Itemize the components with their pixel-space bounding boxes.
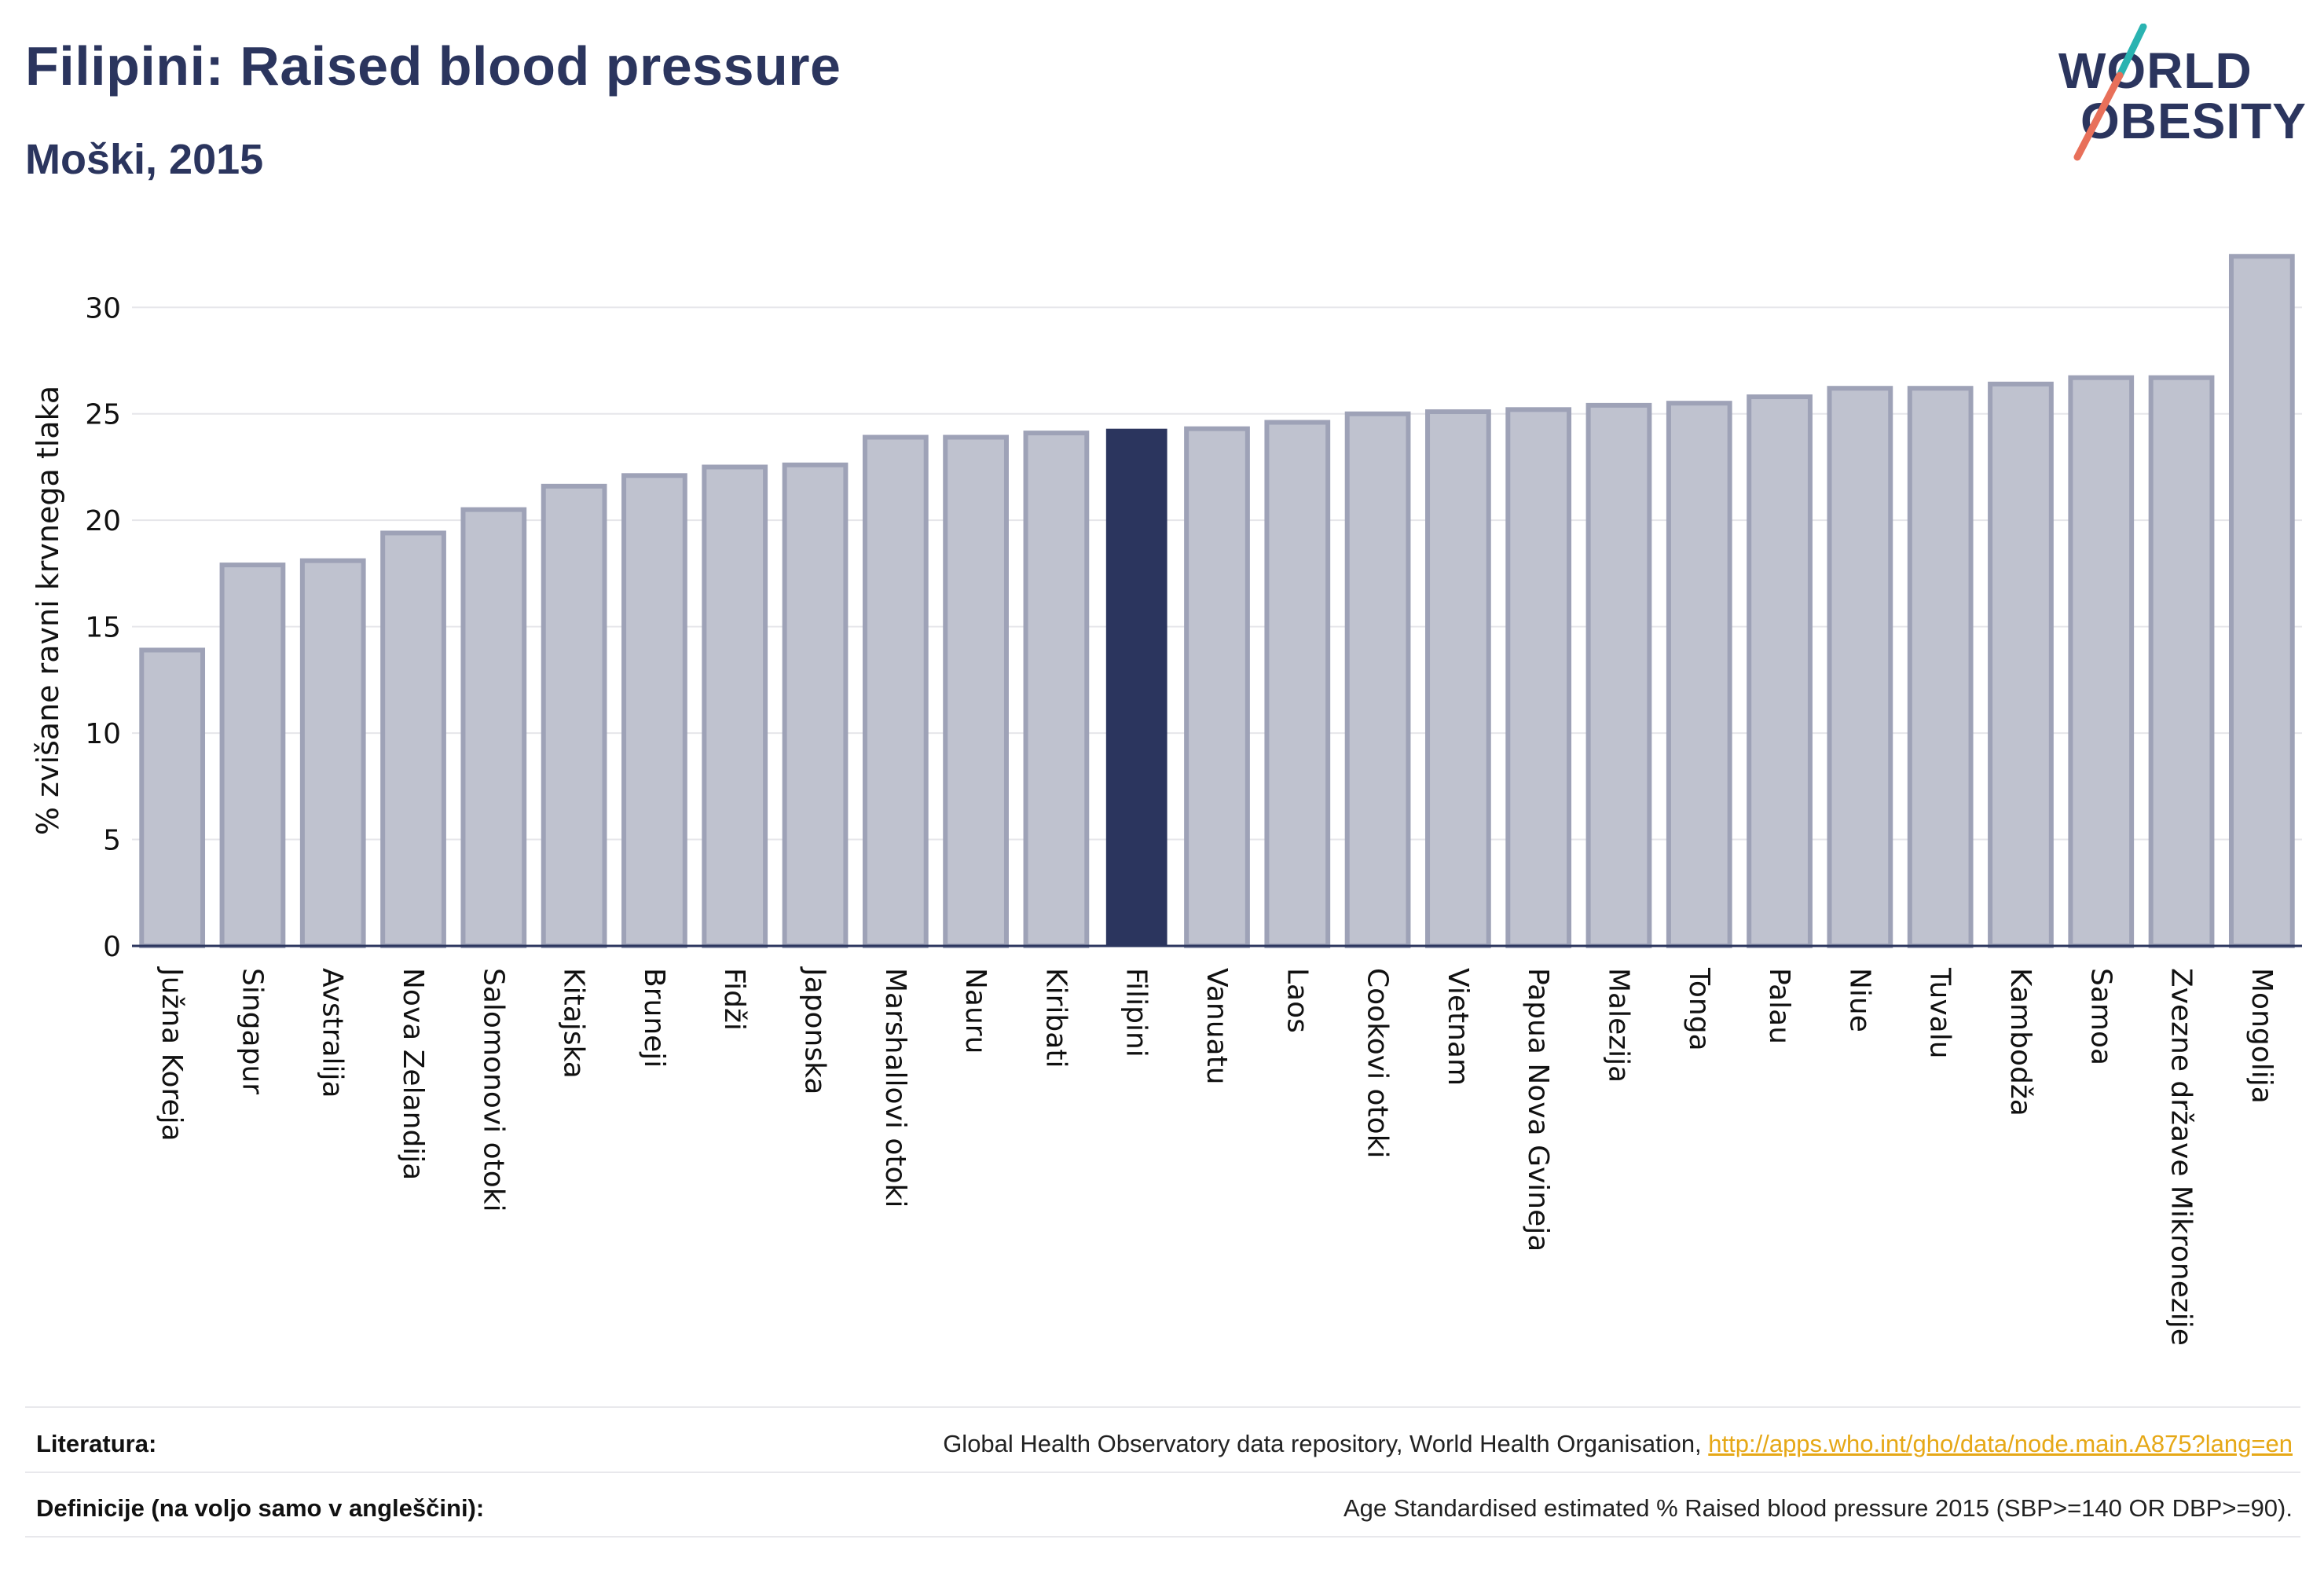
y-tick-label: 0 <box>103 931 121 963</box>
bar-salomonovi-otoki <box>460 507 527 948</box>
x-tick-label: Avstralija <box>317 968 349 1098</box>
y-tick-label: 20 <box>85 505 121 537</box>
bar-chart: 0 5 10 15 20 25 30 Južna Koreja Singapur Avstrali… <box>31 254 2302 1346</box>
bar-kitajska <box>541 483 607 948</box>
definitions-value: Age Standardised estimated % Raised bloo… <box>1343 1494 2293 1522</box>
bar-vanuatu <box>1184 426 1250 948</box>
bar-cookovi-otoki <box>1344 411 1411 948</box>
world-obesity-logo: WORLD OBESITY <box>2051 24 2310 165</box>
literature-link[interactable]: http://apps.who.int/gho/data/node.main.A… <box>1708 1430 2293 1457</box>
y-tick-label: 25 <box>85 399 121 431</box>
bars <box>139 254 2295 949</box>
x-tick-label: Kitajska <box>558 968 590 1079</box>
bar-mongolija <box>2228 254 2295 949</box>
bar-fidži <box>702 464 768 948</box>
bar-malezija <box>1585 402 1652 948</box>
bar-marshallovi-otoki <box>862 434 929 948</box>
bar-singapur <box>219 563 286 949</box>
bar-filipini <box>1105 428 1167 946</box>
y-tick-label: 30 <box>85 292 121 324</box>
bar-tuvalu <box>1907 386 1974 948</box>
bar-laos <box>1264 420 1331 948</box>
bar-niue <box>1827 386 1893 948</box>
page-subtitle: Moški, 2015 <box>25 136 264 183</box>
y-tick-label: 15 <box>85 612 121 644</box>
bar-nauru <box>943 434 1009 948</box>
literature-value: Global Health Observatory data repositor… <box>943 1430 2293 1458</box>
x-tick-label: Tuvalu <box>1924 967 1956 1059</box>
logo-slash-icon <box>2073 24 2147 161</box>
bar-samoa <box>2068 375 2135 948</box>
x-tick-label: Bruneji <box>638 968 670 1068</box>
x-tick-label: Nova Zelandija <box>397 968 429 1180</box>
bar-nova-zelandija <box>380 530 446 948</box>
footer-divider-middle <box>25 1472 2300 1473</box>
bar-avstralija <box>299 558 366 948</box>
x-tick-label: Mongolija <box>2245 968 2278 1104</box>
bar-zvezne-države-mikronezije <box>2148 375 2215 948</box>
x-tick-label: Južna Koreja <box>156 966 188 1142</box>
x-tick-label: Filipini <box>1120 968 1153 1057</box>
literature-label: Literatura: <box>36 1430 157 1457</box>
x-tick-label: Samoa <box>2084 968 2117 1065</box>
x-tick-label: Niue <box>1843 968 1875 1032</box>
x-tick-label: Tonga <box>1683 967 1715 1051</box>
literature-text: Global Health Observatory data repositor… <box>943 1430 1709 1457</box>
x-tick-label: Fidži <box>718 968 750 1031</box>
footer-divider-top <box>25 1406 2300 1408</box>
bar-tonga <box>1666 401 1732 948</box>
x-tick-label: Salomonovi otoki <box>477 968 509 1212</box>
definitions-label: Definicije (na voljo samo v angleščini): <box>36 1494 485 1522</box>
y-tick-label: 5 <box>103 825 121 857</box>
y-tick-label: 10 <box>85 718 121 750</box>
bar-papua-nova-gvineja <box>1505 407 1572 948</box>
x-tick-label: Cookovi otoki <box>1362 968 1394 1159</box>
y-axis-label: % zvišane ravni krvnega tlaka <box>31 386 65 835</box>
x-tick-label: Kambodža <box>2004 968 2036 1116</box>
x-tick-label: Vietnam <box>1442 968 1474 1086</box>
logo-line-2: OBESITY <box>2080 93 2307 149</box>
x-tick-label: Papua Nova Gvineja <box>1522 968 1554 1252</box>
page-title: Filipini: Raised blood pressure <box>25 35 841 97</box>
bar-vietnam <box>1425 409 1491 948</box>
x-tick-label: Laos <box>1281 968 1313 1033</box>
axes: 0 5 10 15 20 25 30 Južna Koreja Singapur Avstrali… <box>85 292 2302 1346</box>
x-tick-label: Vanuatu <box>1200 968 1233 1085</box>
x-tick-label: Palau <box>1763 968 1795 1044</box>
x-tick-label: Nauru <box>959 968 992 1054</box>
x-tick-label: Japonska <box>799 966 831 1094</box>
bar-južna-koreja <box>139 647 206 948</box>
bar-kambodža <box>1988 381 2054 948</box>
logo-line-1: WORLD <box>2058 42 2253 99</box>
x-tick-label: Singapur <box>236 968 268 1094</box>
x-tick-label: Malezija <box>1602 968 1634 1083</box>
bar-bruneji <box>621 473 687 948</box>
footer-divider-bottom <box>25 1536 2300 1538</box>
x-tick-label: Zvezne države Mikronezije <box>2165 968 2198 1346</box>
bar-kiribati <box>1023 431 1090 948</box>
bar-palau <box>1747 394 1813 948</box>
x-tick-label: Marshallovi otoki <box>879 968 911 1208</box>
bar-japonska <box>782 462 849 948</box>
x-tick-label: Kiribati <box>1039 968 1072 1068</box>
